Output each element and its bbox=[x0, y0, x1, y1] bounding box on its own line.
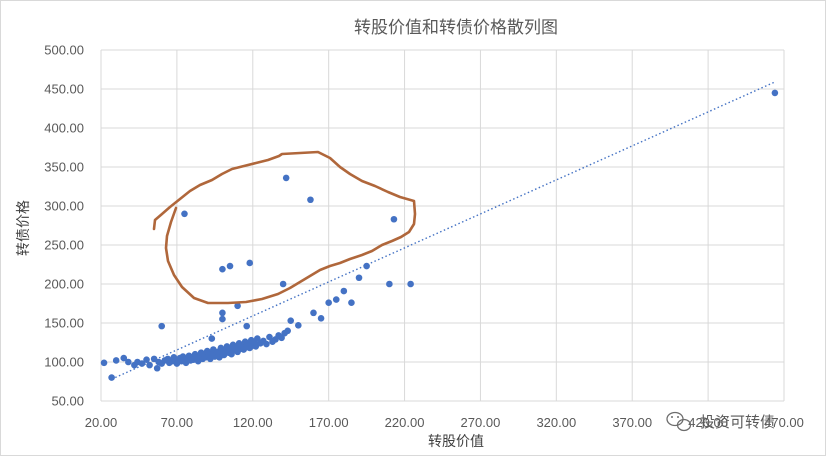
y-tick-label: 500.00 bbox=[44, 43, 84, 58]
data-point bbox=[310, 309, 317, 317]
data-point bbox=[340, 287, 348, 295]
data-point bbox=[181, 210, 188, 218]
x-tick-label: 270.00 bbox=[461, 415, 501, 430]
data-point bbox=[307, 196, 314, 204]
data-point bbox=[355, 274, 363, 282]
y-tick-label: 250.00 bbox=[44, 238, 84, 253]
y-tick-label: 450.00 bbox=[44, 82, 84, 97]
data-point bbox=[278, 334, 285, 342]
x-tick-label: 320.00 bbox=[536, 415, 576, 430]
data-point bbox=[112, 357, 120, 364]
data-point bbox=[208, 335, 216, 342]
data-point bbox=[100, 359, 108, 367]
data-point bbox=[284, 327, 291, 335]
data-point bbox=[325, 299, 332, 307]
data-point bbox=[287, 317, 295, 324]
x-tick-label: 120.00 bbox=[233, 415, 273, 430]
y-tick-label: 350.00 bbox=[44, 160, 84, 175]
y-tick-labels: 50.00 100.00 150.00 200.00 250.00 300.00 350.0… bbox=[44, 43, 84, 409]
data-point bbox=[143, 356, 150, 363]
data-points bbox=[100, 89, 779, 381]
data-point bbox=[279, 280, 287, 288]
data-point bbox=[771, 89, 779, 97]
data-point bbox=[332, 296, 340, 303]
x-tick-label: 420.00 bbox=[688, 415, 728, 430]
data-point bbox=[146, 361, 153, 369]
data-point bbox=[219, 309, 226, 317]
data-point bbox=[282, 174, 290, 182]
data-point bbox=[120, 354, 128, 362]
watermark: 投资可转债 bbox=[666, 411, 775, 432]
data-point bbox=[108, 374, 115, 381]
data-point bbox=[226, 262, 234, 270]
y-tick-label: 100.00 bbox=[44, 355, 84, 370]
x-tick-label: 220.00 bbox=[385, 415, 425, 430]
data-point bbox=[390, 215, 398, 223]
x-tick-label: 370.00 bbox=[612, 415, 652, 430]
data-point bbox=[263, 340, 270, 348]
trendline bbox=[111, 81, 776, 380]
x-tick-label: 470.00 bbox=[764, 415, 804, 430]
y-axis-label: 转债价格 bbox=[16, 200, 32, 256]
data-point bbox=[158, 322, 166, 330]
x-tick-label: 20.00 bbox=[85, 415, 118, 430]
y-tick-label: 50.00 bbox=[51, 394, 84, 409]
data-point bbox=[317, 315, 325, 322]
data-point bbox=[348, 299, 355, 307]
data-point bbox=[246, 259, 254, 267]
data-point bbox=[386, 280, 393, 288]
data-point bbox=[234, 302, 241, 310]
x-axis-label: 转股价值 bbox=[428, 434, 484, 450]
x-tick-labels: 20.00 70.00 120.00 170.00 220.00 270.00 320.00… bbox=[85, 415, 804, 430]
data-point bbox=[243, 322, 251, 330]
y-tick-label: 300.00 bbox=[44, 199, 84, 214]
data-point bbox=[125, 358, 132, 366]
wechat-icon bbox=[666, 411, 692, 432]
annotation-loop bbox=[152, 150, 417, 305]
y-tick-label: 150.00 bbox=[44, 316, 84, 331]
data-point bbox=[219, 265, 226, 273]
chart-title: 转股价值和转债价格散列图 bbox=[354, 18, 558, 38]
data-point bbox=[219, 315, 226, 323]
gridlines bbox=[100, 49, 785, 402]
data-point bbox=[254, 335, 261, 342]
data-point bbox=[407, 280, 414, 288]
data-point bbox=[266, 333, 273, 341]
x-tick-label: 70.00 bbox=[161, 415, 194, 430]
y-tick-label: 400.00 bbox=[44, 121, 84, 136]
watermark-text: 投资可转债 bbox=[700, 413, 775, 431]
data-point bbox=[295, 322, 302, 329]
y-tick-label: 200.00 bbox=[44, 277, 84, 292]
x-tick-label: 170.00 bbox=[309, 415, 349, 430]
data-point bbox=[153, 364, 161, 372]
data-point bbox=[138, 360, 146, 367]
